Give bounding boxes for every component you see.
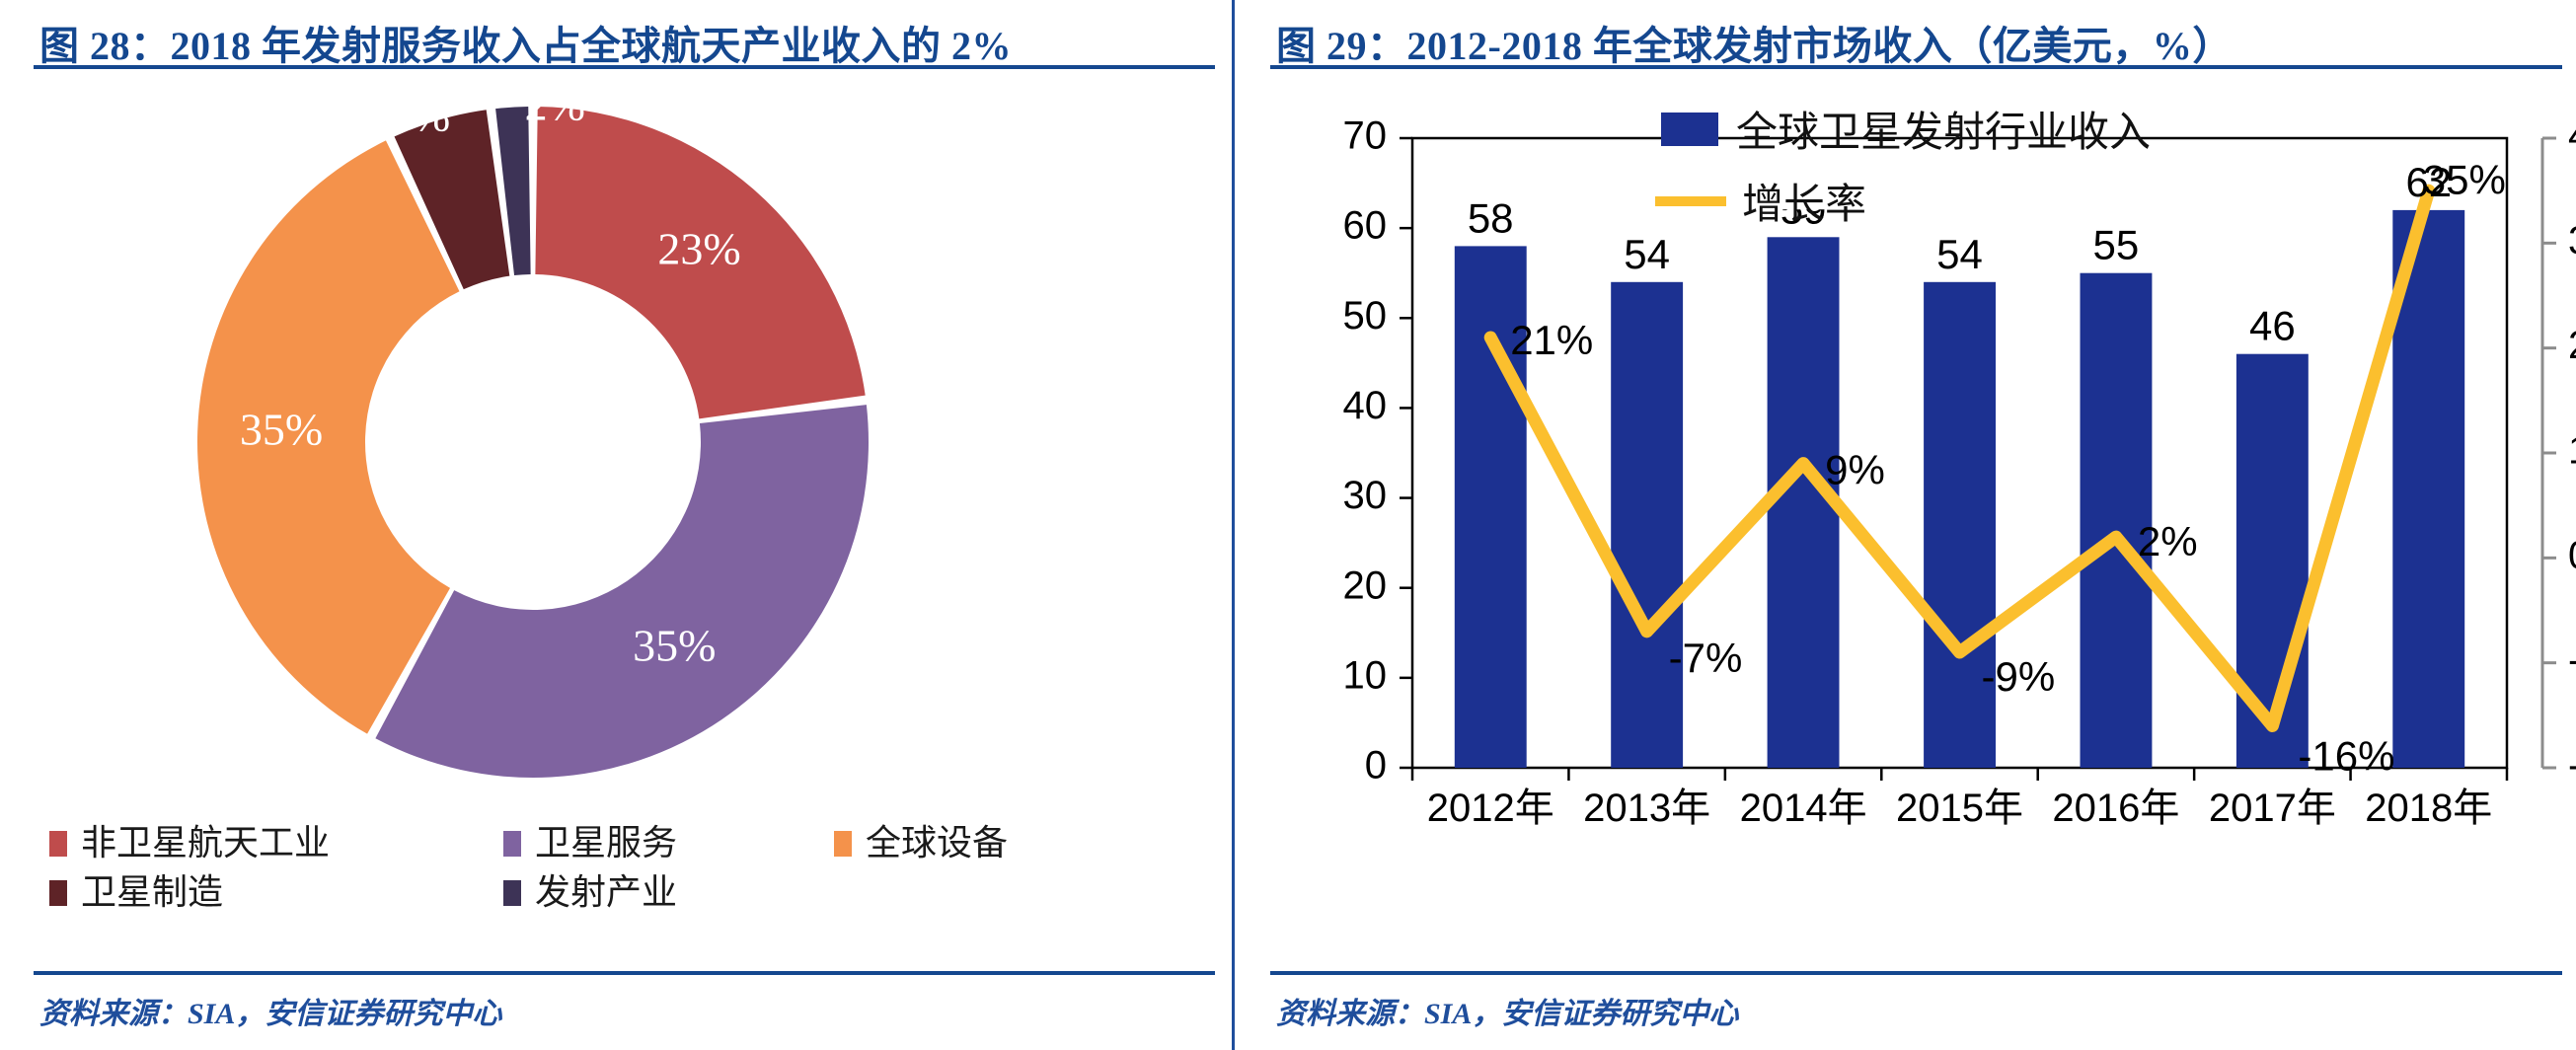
bar[interactable] [1924, 281, 1996, 768]
pie-legend-row-2: 卫星制造 发射产业 [49, 871, 1184, 912]
bar[interactable] [2080, 272, 2153, 768]
page-title-left: 图 28：2018 年发射服务收入占全球航天产业收入的 2% [39, 24, 1012, 68]
title-rule-right [1270, 65, 2562, 69]
legend-item-satellite-service[interactable]: 卫星服务 [503, 823, 834, 862]
plot-area: 0 10 20 30 40 50 60 70 -20% -10% 0% 10% 20% 30% 40% 58… [1237, 77, 2576, 886]
donut-chart: 23% 35% 35% 5% 2% [168, 77, 898, 807]
legend-item-growth-rate[interactable]: 增长率 [1655, 171, 2151, 231]
legend-item-revenue[interactable]: 全球卫星发射行业收入 [1661, 99, 2151, 159]
y-axis-tick-label: 10 [1343, 653, 1388, 697]
panel-divider [1232, 0, 1235, 1050]
bar-value-label: 46 [2249, 303, 2296, 349]
x-axis-tick-label: 2012年 [1427, 787, 1554, 830]
bar[interactable] [1767, 237, 1840, 769]
y-axis-tick-label: 30 [1343, 474, 1388, 517]
legend-item-global-equipment[interactable]: 全球设备 [834, 823, 1170, 862]
legend-bar-swatch-icon [1661, 112, 1718, 146]
pie-slice[interactable] [197, 140, 460, 734]
x-axis-tick-label: 2018年 [2365, 787, 2492, 830]
growth-rate-value-label: 2% [2138, 518, 2198, 564]
y-axis-tick-label: 40 [1343, 384, 1388, 427]
x-axis-tick-label: 2013年 [1583, 787, 1710, 830]
chart-legend: 全球卫星发射行业收入 增长率 [1655, 99, 2151, 243]
bar-value-label: 59 [1780, 186, 1827, 232]
legend-label: 卫星制造 [81, 871, 224, 912]
legend-label: 非卫星航天工业 [81, 823, 331, 862]
donut-svg: 23% 35% 35% 5% 2% [197, 79, 870, 779]
right-figure-panel: 图 29：2012-2018 年全球发射市场收入（亿美元，%） 资料来源：SIA… [1237, 0, 2576, 1050]
footer-rule-left [34, 971, 1215, 975]
bar-value-label: 55 [2093, 222, 2140, 268]
y-axis-tick-label: 20 [1343, 563, 1388, 607]
pie-slice-value-label: 2% [525, 79, 585, 129]
legend-swatch-icon [49, 830, 67, 857]
pie-slice[interactable] [394, 110, 510, 290]
growth-rate-value-label: -9% [1982, 653, 2056, 700]
plot-svg: 0 10 20 30 40 50 60 70 -20% -10% 0% 10% 20% 30% 40% 58… [1343, 114, 2576, 830]
growth-rate-value-label: 9% [1825, 447, 1885, 493]
legend-item-satellite-manufacturing[interactable]: 卫星制造 [49, 871, 503, 912]
legend-label: 发射产业 [535, 871, 678, 912]
bar-value-label: 54 [1624, 231, 1670, 277]
footer-rule-right [1270, 971, 2562, 975]
y-axis-tick-label: 50 [1343, 294, 1388, 338]
bar[interactable] [1611, 281, 1684, 768]
pie-legend: 非卫星航天工业 卫星服务 全球设备 卫星制造 发射产业 [49, 823, 1184, 924]
bar-value-label: 58 [1468, 194, 1514, 241]
secondary-y-axis-tick-label: 20% [2568, 324, 2576, 367]
legend-item-non-satellite[interactable]: 非卫星航天工业 [49, 823, 503, 862]
page-title-right: 图 29：2012-2018 年全球发射市场收入（亿美元，%） [1276, 24, 2233, 68]
y-axis-tick-label: 0 [1365, 744, 1387, 788]
source-note-right: 资料来源：SIA，安信证券研究中心 [1276, 998, 1739, 1030]
legend-swatch-icon [503, 830, 521, 857]
left-figure-panel: 图 28：2018 年发射服务收入占全球航天产业收入的 2% 23% 35% 35%… [0, 0, 1229, 1050]
growth-rate-line[interactable] [1483, 184, 2436, 732]
y-axis-tick-label: 70 [1343, 114, 1388, 158]
growth-rate-value-label: 21% [1510, 317, 1593, 363]
x-axis-tick-label: 2016年 [2052, 787, 2179, 830]
growth-rate-value-label: -7% [1669, 635, 1743, 681]
pie-slice[interactable] [375, 405, 870, 779]
secondary-y-axis-tick-label: 0% [2568, 534, 2576, 577]
secondary-y-axis-tick-label: 10% [2568, 429, 2576, 473]
source-note-left: 资料来源：SIA，安信证券研究中心 [39, 998, 502, 1030]
pie-legend-row-1: 非卫星航天工业 卫星服务 全球设备 [49, 823, 1184, 862]
growth-rate-value-label: -16% [2298, 733, 2394, 780]
pie-slice-value-label: 35% [633, 620, 716, 670]
pie-slice[interactable] [535, 107, 866, 419]
x-axis-tick-label: 2017年 [2209, 787, 2336, 830]
legend-label: 卫星服务 [535, 823, 678, 862]
pie-slice-value-label: 23% [657, 223, 740, 273]
combo-bar-line-chart: 0 10 20 30 40 50 60 70 -20% -10% 0% 10% 20% 30% 40% 58… [1237, 77, 2576, 886]
legend-label: 全球卫星发射行业收入 [1736, 109, 2152, 155]
bar-value-label: 54 [1936, 231, 1983, 277]
legend-swatch-icon [834, 830, 852, 857]
title-rule-left [34, 65, 1215, 69]
y-axis-tick-label: 60 [1343, 204, 1388, 248]
secondary-y-axis-tick-label: 40% [2568, 114, 2576, 158]
bar[interactable] [2392, 209, 2465, 768]
secondary-y-axis-tick-label: 30% [2568, 219, 2576, 262]
legend-swatch-icon [49, 879, 67, 906]
pie-slice-value-label: 35% [240, 405, 323, 455]
pie-slice-value-label: 5% [390, 90, 450, 140]
growth-rate-value-label: 35% [2423, 156, 2506, 202]
legend-label: 全球设备 [866, 823, 1009, 862]
bar-value-label: 62 [2405, 159, 2452, 205]
legend-swatch-icon [503, 879, 521, 906]
legend-item-launch-industry[interactable]: 发射产业 [503, 871, 834, 912]
secondary-y-axis-tick-label: -10% [2568, 638, 2576, 682]
legend-label: 增长率 [1742, 181, 1867, 227]
x-axis-tick-label: 2014年 [1740, 787, 1867, 830]
legend-line-swatch-icon [1655, 195, 1726, 206]
pie-slice[interactable] [495, 107, 531, 276]
x-axis-tick-label: 2015年 [1896, 787, 2023, 830]
secondary-y-axis-tick-label: -20% [2568, 744, 2576, 788]
